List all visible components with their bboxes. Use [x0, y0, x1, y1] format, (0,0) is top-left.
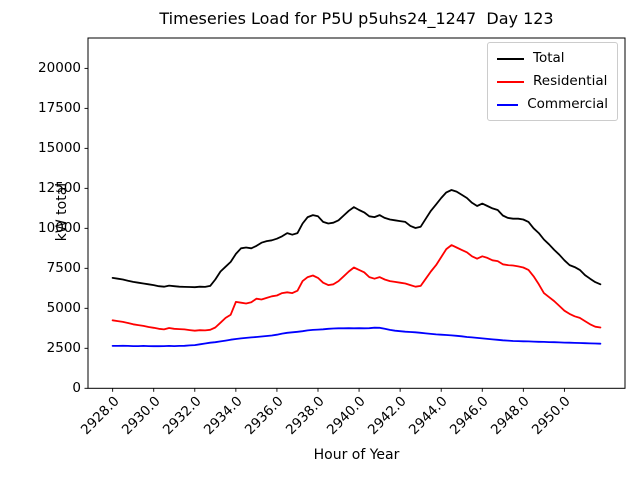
legend-line-total-icon: [497, 57, 524, 60]
x-axis-label: Hour of Year: [313, 447, 400, 463]
y-tick-label: 7500: [46, 260, 81, 277]
chart-title: Timeseries Load for P5U p5uhs24_1247 Day…: [159, 9, 554, 28]
y-axis-label: kW total: [54, 182, 70, 242]
legend-item-residential: Residential: [497, 74, 608, 89]
series-line-total: [111, 189, 602, 289]
legend: Total Residential Commercial: [487, 42, 618, 121]
legend-label-residential: Residential: [533, 73, 608, 89]
y-tick-label: 15000: [38, 140, 81, 157]
y-tick-label: 10000: [38, 220, 81, 237]
y-tick-label: 0: [72, 380, 81, 397]
y-tick-label: 2500: [46, 340, 81, 357]
legend-label-total: Total: [533, 50, 565, 66]
legend-line-commercial-icon: [497, 103, 519, 106]
y-tick-label: 17500: [38, 100, 81, 117]
legend-line-residential-icon: [497, 80, 524, 83]
y-tick-label: 20000: [38, 60, 81, 77]
series-line-residential: [111, 244, 602, 332]
y-tick-label: 12500: [38, 180, 81, 197]
legend-item-total: Total: [497, 51, 608, 66]
y-tick-label: 5000: [46, 300, 81, 317]
axes-frame: [87, 37, 626, 389]
series-line-commercial: [111, 326, 602, 348]
legend-item-commercial: Commercial: [497, 97, 608, 112]
legend-label-commercial: Commercial: [527, 96, 608, 112]
